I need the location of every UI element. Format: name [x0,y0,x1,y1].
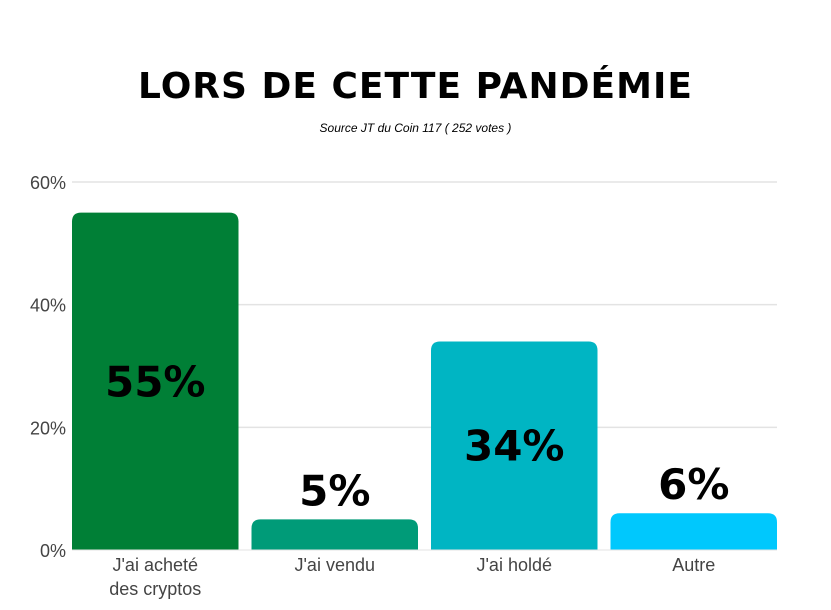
chart-title: LORS DE CETTE PANDÉMIE [138,66,693,107]
y-tick-label: 40% [30,296,66,316]
x-category-label: J'ai holdé [477,555,553,575]
bar [610,513,777,550]
data-label: 55% [105,357,206,406]
data-label: 34% [464,422,565,471]
x-category-label: des cryptos [109,579,201,599]
y-tick-label: 60% [30,173,66,193]
y-tick-label: 20% [30,418,66,438]
x-category-label: Autre [672,555,715,575]
bar [431,341,598,550]
bar [251,519,418,550]
data-label: 6% [658,460,729,509]
bar [72,212,239,550]
y-tick-label: 0% [40,541,66,561]
x-category-label: J'ai vendu [295,555,376,575]
chart-subtitle: Source JT du Coin 117 ( 252 votes ) [319,121,512,135]
x-category-label: J'ai acheté [113,555,199,575]
data-label: 5% [299,466,370,515]
